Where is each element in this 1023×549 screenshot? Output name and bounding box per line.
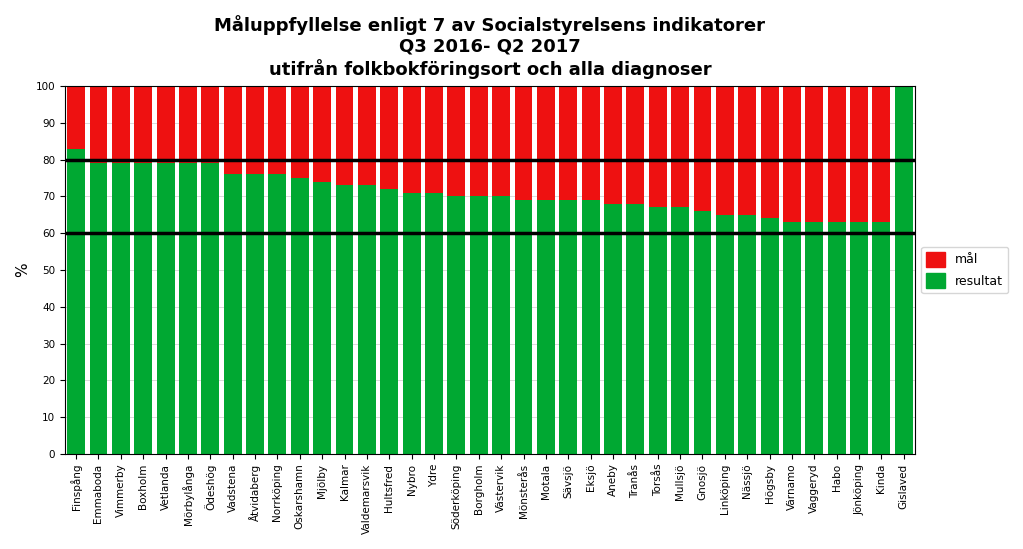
Bar (470, 197, 488, 454)
Bar (582, 200, 599, 454)
Bar (671, 86, 690, 208)
Bar (202, 86, 219, 163)
Bar (224, 86, 241, 175)
Bar (739, 215, 756, 454)
Bar (761, 219, 779, 454)
Bar (112, 163, 130, 454)
Bar (805, 86, 824, 222)
Bar (716, 215, 733, 454)
Bar (783, 86, 801, 222)
Bar (626, 86, 644, 204)
Bar (492, 197, 510, 454)
Bar (403, 193, 420, 454)
Bar (470, 86, 488, 197)
Bar (850, 222, 869, 454)
Legend: mål, resultat: mål, resultat (922, 247, 1008, 293)
Bar (604, 204, 622, 454)
Bar (358, 86, 375, 186)
Bar (694, 211, 711, 454)
Title: Måluppfyllelse enligt 7 av Socialstyrelsens indikatorer
Q3 2016- Q2 2017
utifrån: Måluppfyllelse enligt 7 av Socialstyrels… (215, 15, 765, 79)
Bar (828, 86, 846, 222)
Bar (805, 222, 824, 454)
Bar (247, 86, 264, 175)
Bar (157, 163, 175, 454)
Bar (716, 86, 733, 215)
Bar (313, 86, 331, 182)
Bar (626, 204, 644, 454)
Bar (403, 86, 420, 193)
Bar (179, 163, 196, 454)
Bar (336, 86, 354, 186)
Bar (291, 178, 309, 454)
Bar (515, 200, 532, 454)
Bar (134, 163, 152, 454)
Bar (268, 86, 286, 175)
Bar (68, 149, 85, 454)
Bar (739, 86, 756, 215)
Bar (426, 86, 443, 193)
Bar (492, 86, 510, 197)
Bar (447, 197, 465, 454)
Bar (381, 86, 398, 189)
Bar (604, 86, 622, 204)
Bar (649, 86, 667, 208)
Bar (537, 200, 554, 454)
Bar (873, 86, 890, 222)
Bar (381, 189, 398, 454)
Bar (89, 86, 107, 163)
Bar (873, 222, 890, 454)
Bar (112, 86, 130, 163)
Bar (537, 86, 554, 200)
Bar (761, 86, 779, 219)
Bar (560, 86, 577, 200)
Bar (336, 186, 354, 454)
Bar (783, 222, 801, 454)
Bar (291, 86, 309, 178)
Bar (68, 86, 85, 149)
Bar (358, 186, 375, 454)
Y-axis label: %: % (15, 262, 30, 277)
Bar (649, 208, 667, 454)
Bar (224, 175, 241, 454)
Bar (850, 86, 869, 222)
Bar (671, 208, 690, 454)
Bar (447, 86, 465, 197)
Bar (89, 163, 107, 454)
Bar (134, 86, 152, 163)
Bar (179, 86, 196, 163)
Bar (694, 86, 711, 211)
Bar (426, 193, 443, 454)
Bar (313, 182, 331, 454)
Bar (828, 222, 846, 454)
Bar (515, 86, 532, 200)
Bar (268, 175, 286, 454)
Bar (247, 175, 264, 454)
Bar (202, 163, 219, 454)
Bar (157, 86, 175, 163)
Bar (560, 200, 577, 454)
Bar (895, 86, 913, 454)
Bar (582, 86, 599, 200)
